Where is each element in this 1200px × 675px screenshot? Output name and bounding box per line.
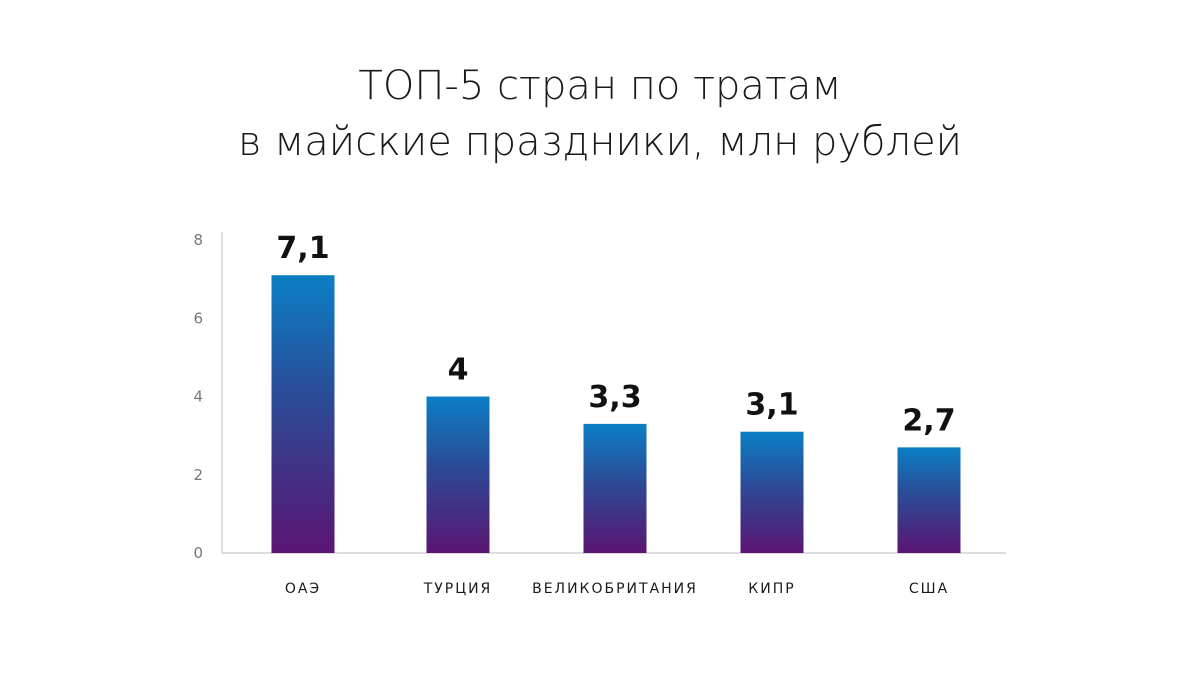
y-tick-label: 4 xyxy=(193,388,203,406)
bar xyxy=(426,396,490,553)
y-tick-label: 2 xyxy=(193,466,203,484)
y-tick-label: 0 xyxy=(193,544,203,562)
value-label: 3,1 xyxy=(745,388,798,423)
labels: 7,1 ОАЭ 4 ТУРЦИЯ 3,3 ВЕЛИКОБРИТАНИЯ 3,1 КИПР 2,7… xyxy=(276,231,955,597)
bar xyxy=(897,447,961,553)
x-tick-label: США xyxy=(909,581,949,597)
bar xyxy=(583,423,647,553)
x-tick-label: ВЕЛИКОБРИТАНИЯ xyxy=(532,581,698,597)
chart-title-line-1: ТОП-5 стран по тратам xyxy=(358,63,842,109)
x-tick-label: ОАЭ xyxy=(285,581,321,597)
value-label: 2,7 xyxy=(902,403,955,438)
value-label: 3,3 xyxy=(588,380,641,415)
chart-title-line-2: в майские праздники, млн рублей xyxy=(237,119,963,165)
x-tick-label: КИПР xyxy=(748,581,795,597)
y-tick-label: 8 xyxy=(193,231,203,249)
bar xyxy=(740,431,804,553)
chart-title: ТОП-5 стран по тратам в майские праздник… xyxy=(0,58,1200,170)
y-tick-label: 6 xyxy=(193,309,203,327)
value-label: 7,1 xyxy=(276,231,329,266)
value-label: 4 xyxy=(448,353,469,388)
x-tick-label: ТУРЦИЯ xyxy=(423,581,493,597)
bar xyxy=(271,275,335,553)
bars xyxy=(271,275,961,553)
